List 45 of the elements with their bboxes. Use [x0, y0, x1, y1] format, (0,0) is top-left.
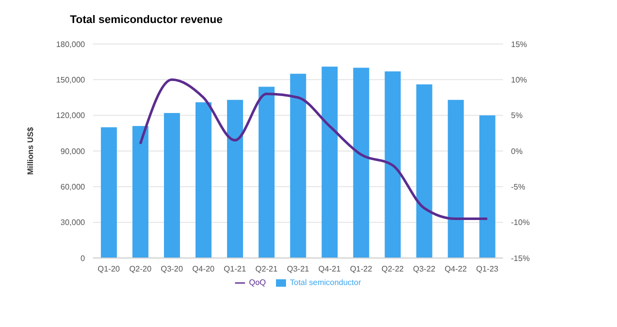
y-tick-label: 90,000	[60, 146, 86, 156]
legend-label: Total semiconductor	[290, 278, 362, 288]
bar	[416, 84, 432, 258]
x-tick-label: Q4-20	[192, 264, 216, 274]
y2-tick-label: 15%	[511, 40, 528, 49]
x-tick-label: Q1-23	[476, 264, 499, 274]
x-tick-label: Q3-20	[160, 264, 184, 274]
x-tick-label: Q1-22	[350, 264, 373, 274]
bar	[100, 127, 117, 258]
bar	[322, 66, 338, 258]
bar	[258, 86, 275, 258]
y-axis-title: Millions US$	[26, 126, 35, 175]
y2-tick-label: -10%	[511, 218, 530, 228]
y2-tick-label: 5%	[511, 111, 523, 120]
y-tick-label: 0	[80, 254, 86, 263]
x-tick-label: Q2-22	[382, 264, 404, 274]
chart-title: Total semiconductor revenue	[70, 14, 223, 26]
y2-tick-label: -5%	[511, 182, 526, 192]
bar	[353, 68, 370, 258]
y-tick-label: 180,000	[56, 40, 86, 49]
y-tick-label: 30,000	[60, 218, 86, 228]
x-tick-label: Q3-22	[413, 264, 436, 274]
line-series	[139, 78, 488, 220]
x-tick-label: Q2-21	[255, 264, 278, 274]
y2-tick-label: 0%	[511, 146, 523, 156]
bar	[384, 71, 401, 258]
x-tick-label: Q1-20	[98, 264, 120, 274]
bar	[448, 100, 464, 258]
x-tick-label: Q2-20	[129, 264, 152, 274]
x-tick-label: Q3-21	[286, 264, 310, 274]
x-tick-label: Q4-22	[444, 264, 468, 274]
legend-label: QoQ	[248, 278, 266, 288]
y-tick-label: 150,000	[56, 76, 86, 85]
bar	[164, 112, 180, 258]
bar	[479, 115, 496, 258]
bar	[290, 74, 306, 258]
bar	[132, 126, 148, 258]
y2-tick-label: 10%	[511, 76, 528, 85]
x-tick-label: Q1-21	[224, 264, 247, 274]
y-tick-label: 120,000	[56, 111, 86, 120]
y-tick-label: 60,000	[60, 182, 86, 192]
bar	[196, 102, 212, 258]
bar	[227, 100, 244, 258]
y2-tick-label: -15%	[511, 254, 530, 263]
x-tick-label: Q4-21	[318, 264, 342, 274]
